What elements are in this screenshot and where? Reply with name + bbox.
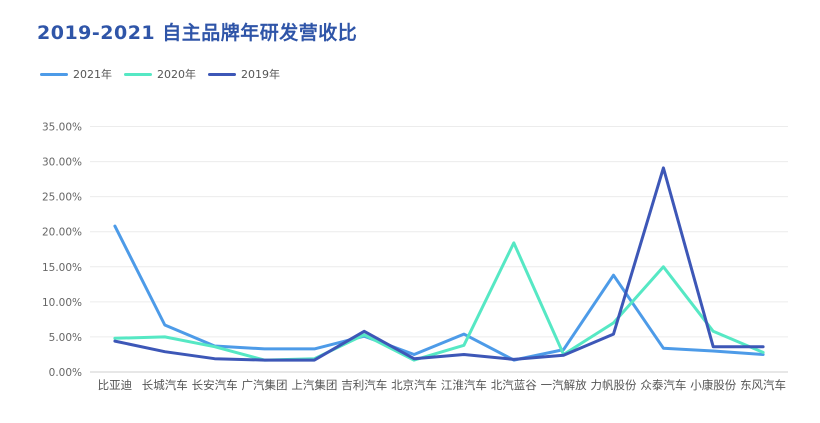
- legend-item-2021[interactable]: 2021年: [40, 66, 112, 82]
- legend-swatch-2020: [124, 72, 152, 76]
- x-tick-label: 力帆股份: [591, 378, 637, 392]
- legend-swatch-2021: [40, 72, 68, 76]
- series-line-1: [113, 241, 765, 362]
- y-tick-label: 25.00%: [42, 192, 82, 204]
- x-tick-label: 吉利汽车: [341, 378, 387, 392]
- y-tick-label: 35.00%: [42, 122, 82, 134]
- y-tick-label: 30.00%: [42, 157, 82, 169]
- legend-label-2020: 2020年: [157, 68, 196, 81]
- x-tick-label: 比亚迪: [98, 378, 133, 392]
- legend-label-2019: 2019年: [241, 68, 280, 81]
- legend-label-2021: 2021年: [73, 68, 112, 81]
- legend: 2021年 2020年 2019年: [40, 66, 292, 82]
- legend-item-2020[interactable]: 2020年: [124, 66, 196, 82]
- series-line-2: [113, 166, 765, 362]
- x-tick-label: 众泰汽车: [640, 378, 686, 392]
- y-tick-label: 20.00%: [42, 227, 82, 239]
- y-tick-label: 0.00%: [49, 367, 82, 379]
- x-tick-label: 长安汽车: [192, 378, 238, 392]
- y-tick-label: 10.00%: [42, 297, 82, 309]
- x-tick-label: 东风汽车: [740, 378, 786, 392]
- y-tick-label: 15.00%: [42, 262, 82, 274]
- legend-item-2019[interactable]: 2019年: [208, 66, 280, 82]
- y-tick-label: 5.00%: [49, 332, 82, 344]
- x-tick-label: 北京汽车: [391, 378, 437, 392]
- chart-title: 2019-2021 自主品牌年研发营收比: [37, 22, 358, 44]
- x-tick-label: 江淮汽车: [441, 378, 487, 392]
- x-tick-label: 长城汽车: [142, 378, 188, 392]
- x-tick-label: 北汽蓝谷: [491, 378, 537, 392]
- x-tick-label: 上汽集团: [291, 378, 337, 392]
- x-tick-label: 小康股份: [690, 378, 736, 392]
- series-line-0: [113, 224, 765, 362]
- x-tick-label: 一汽解放: [541, 378, 587, 392]
- x-tick-label: 广汽集团: [242, 378, 288, 392]
- legend-swatch-2019: [208, 72, 236, 76]
